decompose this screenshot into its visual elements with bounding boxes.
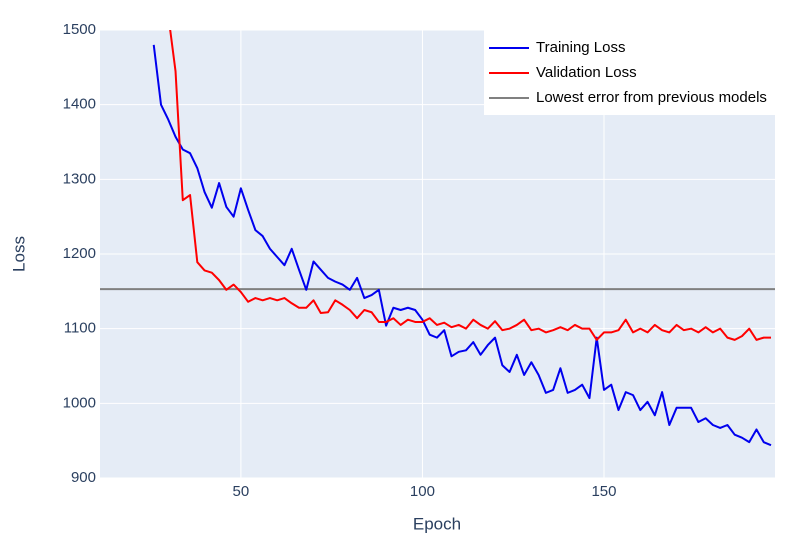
x-tick-label: 100 bbox=[410, 483, 435, 500]
x-tick-label: 50 bbox=[233, 483, 250, 500]
y-tick-label: 1000 bbox=[63, 394, 96, 411]
y-tick-label: 1500 bbox=[63, 21, 96, 38]
x-axis-title: Epoch bbox=[413, 514, 461, 533]
labels: 900 1000 1100 1200 1300 1400 1500 50 100 150 bbox=[63, 21, 617, 500]
series-line bbox=[152, 44, 772, 447]
x-tick-label: 150 bbox=[591, 483, 616, 500]
series-line bbox=[169, 30, 772, 341]
y-tick-label: 1300 bbox=[63, 170, 96, 187]
legend-label: Training Loss bbox=[536, 39, 626, 56]
legend-label: Validation Loss bbox=[536, 64, 637, 81]
legend: Training Loss Validation Loss Lowest error… bbox=[484, 30, 775, 115]
y-tick-label: 900 bbox=[71, 469, 96, 486]
y-tick-label: 1400 bbox=[63, 96, 96, 113]
y-tick-label: 1200 bbox=[63, 245, 96, 262]
y-tick-label: 1100 bbox=[64, 320, 96, 337]
legend-box bbox=[484, 30, 775, 115]
lines bbox=[100, 30, 775, 447]
legend-label: Lowest error from previous models bbox=[536, 89, 767, 106]
y-axis-title: Loss bbox=[9, 236, 28, 272]
